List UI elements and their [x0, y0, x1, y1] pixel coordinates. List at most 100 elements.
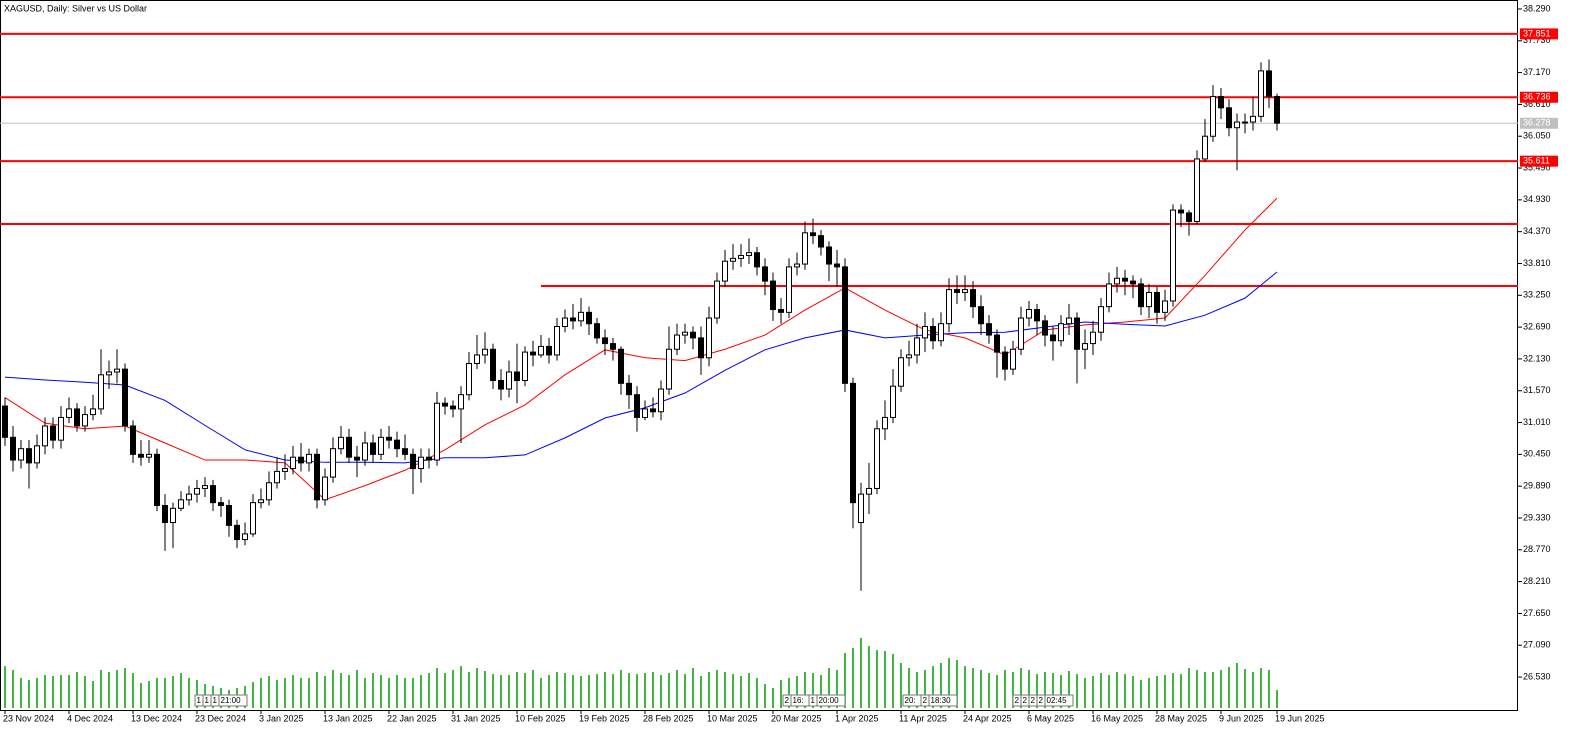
candle-body [274, 470, 280, 484]
candle-body [74, 408, 80, 427]
candle-body [794, 263, 800, 268]
candle-body [354, 456, 360, 461]
candle-body [1194, 158, 1200, 222]
candle-body [50, 425, 56, 441]
candle-body [1002, 351, 1008, 370]
x-tick-label: 6 May 2025 [1027, 713, 1074, 723]
x-tick-label: 10 Feb 2025 [515, 713, 566, 723]
candle-body [346, 436, 352, 458]
candle-body [650, 408, 656, 413]
y-tick-label: 26.530 [1523, 671, 1551, 681]
candle-body [906, 354, 912, 359]
candle-body [194, 487, 200, 495]
session-marker: 18:30 [931, 696, 952, 705]
candle-body [90, 408, 96, 416]
candle-body [1034, 308, 1040, 322]
x-tick-label: 16 May 2025 [1091, 713, 1143, 723]
candle-body [418, 456, 424, 470]
candle-body [538, 345, 544, 356]
candle-body [282, 468, 288, 472]
session-marker: 2 [1015, 696, 1020, 705]
candle-body [626, 382, 632, 396]
candle-body [114, 368, 120, 373]
candle-body [298, 456, 304, 464]
candle-body [330, 448, 336, 478]
candle-body [386, 436, 392, 441]
candle-body [490, 348, 496, 382]
candle-body [1130, 280, 1136, 285]
y-tick-label: 33.250 [1523, 290, 1551, 300]
candle-body [602, 337, 608, 345]
candle-body [122, 368, 128, 427]
candle-body [826, 246, 832, 265]
y-tick-label: 33.810 [1523, 258, 1551, 268]
candle-body [290, 456, 296, 470]
candle-body [554, 326, 560, 356]
candle-body [1266, 70, 1272, 97]
candle-body [866, 487, 872, 495]
candle-body [634, 394, 640, 418]
candle-body [130, 425, 136, 455]
candle-body [1210, 95, 1216, 137]
candle-body [42, 425, 48, 447]
session-marker: 21:00 [221, 696, 242, 705]
candle-body [530, 351, 536, 356]
candle-body [690, 331, 696, 339]
x-tick-label: 23 Dec 2024 [195, 713, 246, 723]
y-tick-label: 27.090 [1523, 640, 1551, 650]
session-marker: 2 [785, 696, 790, 705]
candle-body [578, 311, 584, 322]
candle-body [818, 235, 824, 248]
candle-body [1090, 331, 1096, 345]
candle-body [1146, 291, 1152, 308]
candle-body [834, 263, 840, 268]
session-marker: 2 [1023, 696, 1028, 705]
candle-body [586, 311, 592, 325]
candle-body [594, 323, 600, 339]
candle-body [1274, 95, 1280, 124]
candle-body [882, 416, 888, 430]
candle-body [674, 334, 680, 350]
candle-body [370, 442, 376, 455]
x-tick-label: 19 Jun 2025 [1275, 713, 1325, 723]
y-tick-label: 32.690 [1523, 321, 1551, 331]
candle-body [1050, 334, 1056, 342]
y-tick-label: 32.130 [1523, 353, 1551, 363]
candle-body [466, 362, 472, 396]
y-tick-label: 37.730 [1523, 35, 1551, 45]
candle-body [106, 371, 112, 376]
candle-body [474, 354, 480, 364]
candle-body [1074, 317, 1080, 350]
x-tick-label: 10 Mar 2025 [707, 713, 758, 723]
candle-body [890, 385, 896, 418]
y-tick-label: 28.210 [1523, 576, 1551, 586]
candle-body [506, 371, 512, 390]
candle-body [1098, 306, 1104, 333]
y-tick-label: 27.650 [1523, 608, 1551, 618]
candle-body [746, 252, 752, 257]
candle-body [786, 266, 792, 313]
candle-body [314, 453, 320, 501]
session-marker: 1 [811, 696, 816, 705]
candle-body [618, 348, 624, 384]
candle-body [66, 408, 72, 418]
candle-body [250, 502, 256, 535]
x-tick-label: 1 Apr 2025 [835, 713, 879, 723]
candle-body [730, 257, 736, 262]
x-tick-label: 9 Jun 2025 [1219, 713, 1264, 723]
session-marker: 02:45 [1047, 696, 1068, 705]
candle-body [1218, 95, 1224, 109]
x-tick-label: 22 Jan 2025 [387, 713, 437, 723]
chart-title: XAGUSD, Daily: Silver vs US Dollar [4, 3, 147, 13]
y-tick-label: 36.050 [1523, 131, 1551, 141]
y-tick-label: 31.570 [1523, 385, 1551, 395]
x-tick-label: 28 May 2025 [1155, 713, 1207, 723]
moving-average [4, 197, 1278, 501]
candle-body [930, 326, 936, 342]
session-marker: 2 [1039, 696, 1044, 705]
candle-body [434, 402, 440, 461]
candle-body [954, 289, 960, 293]
candle-body [1010, 348, 1016, 370]
